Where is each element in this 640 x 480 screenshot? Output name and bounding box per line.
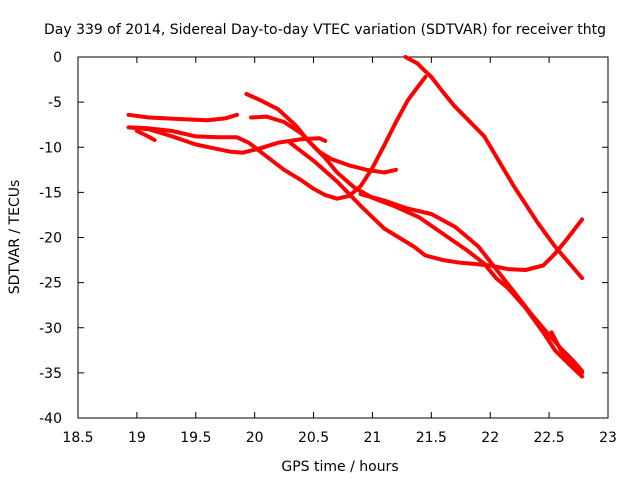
y-tick-label: -25 (39, 276, 62, 292)
x-tick-label: 19 (128, 430, 146, 446)
x-tick-label: 19.5 (180, 430, 211, 446)
y-axis-label: SDTVAR / TECUs (7, 180, 23, 295)
series-line (126, 112, 239, 123)
chart-title: Day 339 of 2014, Sidereal Day-to-day VTE… (44, 22, 606, 38)
x-tick-label: 20 (246, 430, 264, 446)
series-line (549, 330, 585, 375)
y-tick-label: -40 (39, 411, 62, 427)
y-tick-label: -30 (39, 321, 62, 337)
plot-area-frame (77, 56, 609, 419)
y-tick-label: 0 (53, 50, 62, 66)
x-tick-label: 22 (481, 430, 499, 446)
x-tick-label: 18.5 (62, 430, 93, 446)
axis-ticks: 18.5 19 19.5 20 20.5 21 21.5 22 22.5 23 0 -5 -10 -15 -… (39, 50, 617, 446)
x-tick-label: 22.5 (534, 430, 565, 446)
x-tick-label: 21.5 (416, 430, 447, 446)
series-line (403, 55, 585, 281)
series-line (129, 74, 428, 201)
y-tick-label: -35 (39, 366, 62, 382)
x-axis-label: GPS time / hours (281, 459, 398, 475)
x-tick-label: 23 (599, 430, 617, 446)
y-tick-label: -10 (39, 140, 62, 156)
series-line (244, 92, 398, 175)
y-tick-label: -20 (39, 231, 62, 247)
x-tick-label: 21 (364, 430, 382, 446)
y-tick-label: -5 (48, 95, 62, 111)
x-tick-label: 20.5 (298, 430, 329, 446)
series-line (288, 140, 585, 272)
series-group (126, 55, 585, 379)
y-tick-label: -15 (39, 185, 62, 201)
series-line (134, 129, 157, 142)
